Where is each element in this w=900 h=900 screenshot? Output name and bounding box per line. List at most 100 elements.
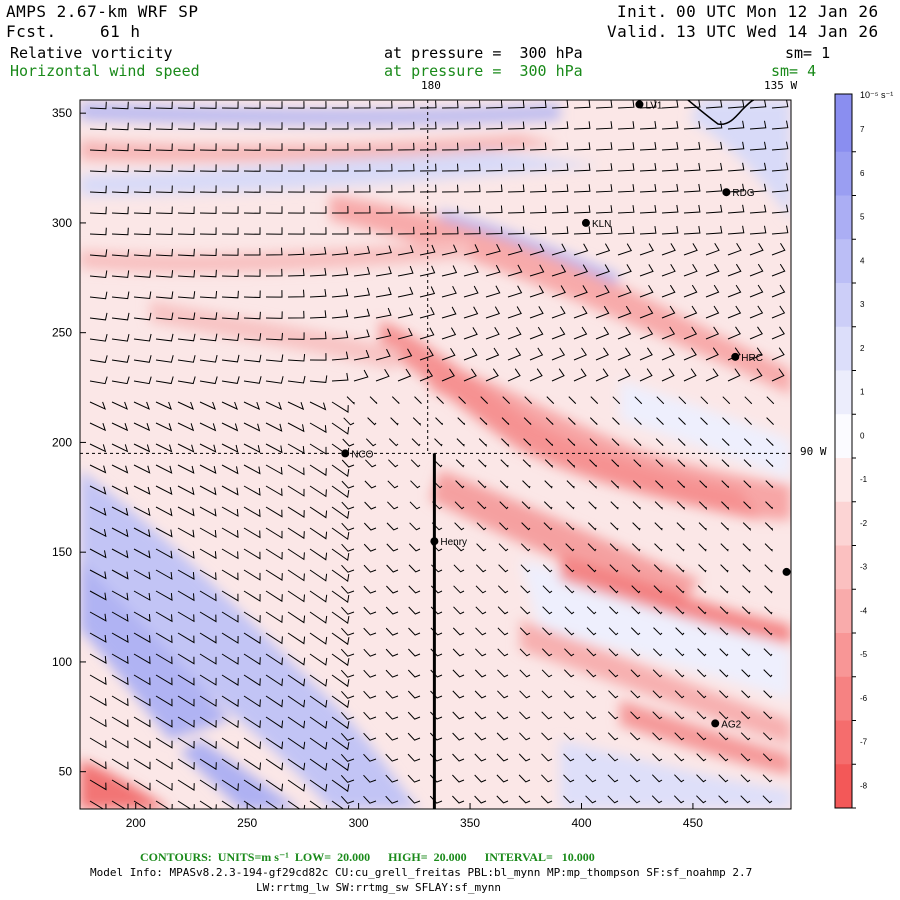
wind-barb bbox=[89, 249, 108, 257]
wind-barb bbox=[265, 464, 283, 475]
wind-barb bbox=[541, 774, 553, 783]
wind-barb bbox=[155, 206, 173, 215]
wind-barb bbox=[221, 611, 239, 623]
wind-barb bbox=[265, 143, 283, 151]
wind-barb bbox=[155, 506, 173, 517]
wind-barb bbox=[332, 226, 349, 235]
wind-barb bbox=[331, 506, 350, 519]
wind-barb bbox=[221, 269, 239, 278]
wind-barb bbox=[441, 347, 456, 361]
wind-barb bbox=[390, 417, 399, 426]
wind-barb bbox=[309, 632, 328, 645]
wind-barb bbox=[287, 485, 305, 497]
wind-barb bbox=[221, 206, 239, 214]
wind-barb bbox=[718, 795, 729, 804]
wind-barb bbox=[721, 459, 730, 467]
wind-barb bbox=[331, 527, 350, 540]
wind-barb bbox=[771, 225, 789, 235]
wind-barb bbox=[654, 522, 663, 531]
wind-barb bbox=[676, 501, 685, 510]
wind-barb bbox=[639, 226, 657, 235]
wind-barb bbox=[639, 264, 654, 277]
wind-barb bbox=[309, 101, 327, 109]
wind-barb bbox=[573, 205, 591, 214]
wind-barb bbox=[617, 100, 635, 109]
wind-barb bbox=[155, 164, 173, 173]
wind-barb bbox=[563, 669, 575, 678]
wind-barb bbox=[419, 286, 436, 298]
wind-barb bbox=[542, 606, 553, 615]
wind-barb bbox=[309, 611, 328, 624]
wind-barb bbox=[265, 548, 283, 560]
wind-barb bbox=[199, 269, 217, 278]
wind-barb bbox=[700, 396, 709, 405]
wind-barb bbox=[700, 417, 708, 425]
wind-barb bbox=[610, 480, 619, 489]
wind-barb bbox=[518, 795, 531, 804]
wind-barb bbox=[617, 163, 635, 172]
wind-barb bbox=[611, 438, 620, 446]
wind-barb bbox=[441, 142, 459, 151]
wind-barb bbox=[454, 501, 465, 510]
wind-barb bbox=[651, 795, 663, 804]
wind-barb bbox=[485, 184, 503, 193]
wind-barb bbox=[551, 243, 567, 256]
wind-barb bbox=[676, 522, 685, 531]
station-label: Henry bbox=[440, 537, 467, 548]
wind-barb bbox=[595, 368, 609, 382]
wind-barb bbox=[727, 243, 742, 256]
wind-barb bbox=[353, 308, 371, 319]
wind-barb bbox=[265, 674, 283, 687]
wind-barb bbox=[545, 417, 554, 425]
wind-barb bbox=[331, 800, 350, 809]
wind-barb bbox=[353, 121, 371, 130]
wind-barb bbox=[474, 795, 487, 804]
wind-barb bbox=[652, 648, 663, 657]
wind-barb bbox=[430, 690, 443, 699]
wind-barb bbox=[497, 648, 509, 657]
wind-barb bbox=[243, 443, 261, 454]
wind-barb bbox=[740, 711, 751, 720]
wind-barb bbox=[364, 480, 377, 489]
wind-barb bbox=[89, 164, 107, 173]
wind-barb bbox=[683, 225, 701, 235]
wind-barb bbox=[397, 307, 414, 319]
wind-barb bbox=[771, 162, 789, 172]
wind-barb bbox=[309, 737, 328, 750]
wind-barb bbox=[243, 737, 261, 750]
wind-barb bbox=[476, 522, 487, 531]
wind-barb bbox=[375, 100, 393, 109]
wind-barb bbox=[89, 611, 107, 622]
wind-barb bbox=[287, 206, 305, 214]
wind-barb bbox=[496, 753, 509, 762]
wind-barb bbox=[573, 226, 591, 235]
wind-barb bbox=[309, 164, 327, 172]
wind-barb bbox=[697, 627, 707, 636]
wind-barb bbox=[587, 585, 597, 594]
wind-barb bbox=[595, 326, 610, 340]
wind-barb bbox=[155, 527, 173, 538]
wind-barb bbox=[661, 347, 675, 361]
wind-barb bbox=[89, 122, 107, 131]
wind-barb bbox=[287, 247, 305, 256]
wind-barb bbox=[408, 585, 421, 594]
wind-barb bbox=[155, 569, 173, 580]
wind-barb bbox=[397, 368, 412, 382]
wind-barb bbox=[521, 522, 531, 531]
wind-barb bbox=[655, 438, 664, 446]
wind-barb bbox=[541, 669, 553, 678]
wind-barb bbox=[287, 122, 305, 130]
wind-barb bbox=[199, 590, 217, 602]
wind-barb bbox=[265, 332, 283, 341]
wind-barb bbox=[485, 163, 503, 172]
wind-barb bbox=[463, 205, 481, 214]
wind-barb bbox=[480, 396, 489, 404]
colorbar-label: 3 bbox=[860, 300, 865, 309]
wind-barb bbox=[742, 564, 751, 573]
wind-barb bbox=[331, 695, 350, 709]
meridian-135w-label: 135 W bbox=[764, 79, 798, 92]
wind-barb bbox=[133, 485, 151, 495]
wind-barb bbox=[89, 101, 107, 110]
wind-barb bbox=[563, 774, 575, 783]
